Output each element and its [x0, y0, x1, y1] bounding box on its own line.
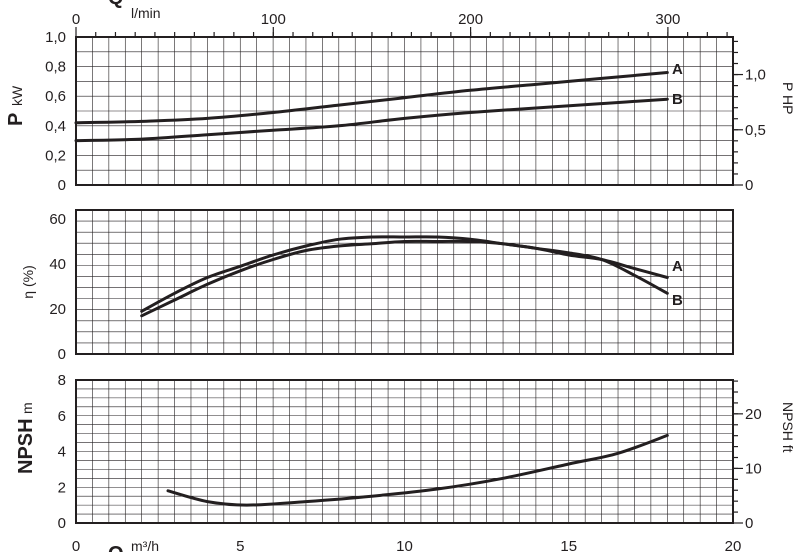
efficiency-panel-frame	[75, 209, 734, 355]
power-axis-unit: kW	[9, 85, 25, 106]
bottom-axis-tick-label: 5	[236, 538, 244, 552]
npsh-right-tick-label: 20	[745, 406, 762, 423]
bottom-axis-tick-label: 0	[72, 538, 80, 552]
grid-lines	[76, 37, 733, 523]
bottom-axis-tick-label: 15	[560, 538, 577, 552]
power-right-tick-label: 1,0	[745, 67, 766, 84]
bottom-axis-tick-label: 10	[396, 538, 413, 552]
power-y-tick-label: 0,6	[45, 88, 66, 105]
flow-top-axis-symbol: Q	[108, 0, 124, 9]
power-right-tick-label: 0	[745, 177, 753, 194]
efficiency-y-tick-label: 20	[49, 301, 66, 318]
npsh-curve-npsh	[166, 433, 669, 507]
power-right-tick-label: 0,5	[745, 122, 766, 139]
npsh-axis-unit: m	[19, 402, 35, 414]
efficiency-axis-title: η (%)	[20, 265, 36, 298]
efficiency-series-a-label: A	[672, 258, 683, 275]
power-panel-frame	[75, 36, 734, 186]
top-axis-tick-label: 300	[655, 11, 680, 28]
axis-ticks	[75, 27, 743, 524]
power-hp-axis-title: P HP	[780, 82, 796, 114]
npsh-panel-frame	[75, 379, 734, 524]
power-series-b-label: B	[672, 91, 683, 108]
efficiency-y-tick-label: 0	[58, 346, 66, 363]
power-y-tick-label: 0	[58, 177, 66, 194]
efficiency-y-tick-label: 60	[49, 211, 66, 228]
flow-bottom-axis-unit: m³/h	[131, 538, 159, 552]
power-curve-a	[74, 71, 669, 125]
flow-bottom-axis-symbol: Q	[108, 543, 124, 552]
power-curve-b	[74, 97, 669, 143]
efficiency-series-b-label: B	[672, 292, 683, 309]
top-axis-tick-label: 200	[458, 11, 483, 28]
npsh-y-tick-label: 8	[58, 372, 66, 389]
panel-frames	[75, 36, 734, 524]
top-axis-tick-label: 100	[261, 11, 286, 28]
power-y-tick-label: 1,0	[45, 29, 66, 46]
performance-curves	[74, 71, 669, 507]
npsh-y-tick-label: 0	[58, 515, 66, 532]
power-y-tick-label: 0,2	[45, 147, 66, 164]
npsh-axis-symbol: NPSH	[15, 418, 37, 474]
axis-tick-labels: 1,00,80,60,40,201,00,5060402008642020100…	[45, 11, 766, 552]
top-axis-tick-label: 0	[72, 11, 80, 28]
efficiency-curve-b	[140, 239, 669, 318]
power-axis-symbol: P	[5, 113, 27, 126]
power-y-tick-label: 0,8	[45, 59, 66, 76]
efficiency-y-tick-label: 40	[49, 256, 66, 273]
bottom-axis-tick-label: 20	[725, 538, 742, 552]
npsh-y-tick-label: 4	[58, 444, 66, 461]
efficiency-curve-a	[140, 235, 669, 313]
npsh-ft-axis-title: NPSH ft	[780, 402, 796, 453]
npsh-right-tick-label: 10	[745, 460, 762, 477]
power-y-tick-label: 0,4	[45, 118, 66, 135]
npsh-y-tick-label: 2	[58, 479, 66, 496]
power-series-a-label: A	[672, 61, 683, 78]
npsh-right-tick-label: 0	[745, 515, 753, 532]
npsh-y-tick-label: 6	[58, 408, 66, 425]
flow-top-axis-unit: l/min	[131, 5, 161, 21]
